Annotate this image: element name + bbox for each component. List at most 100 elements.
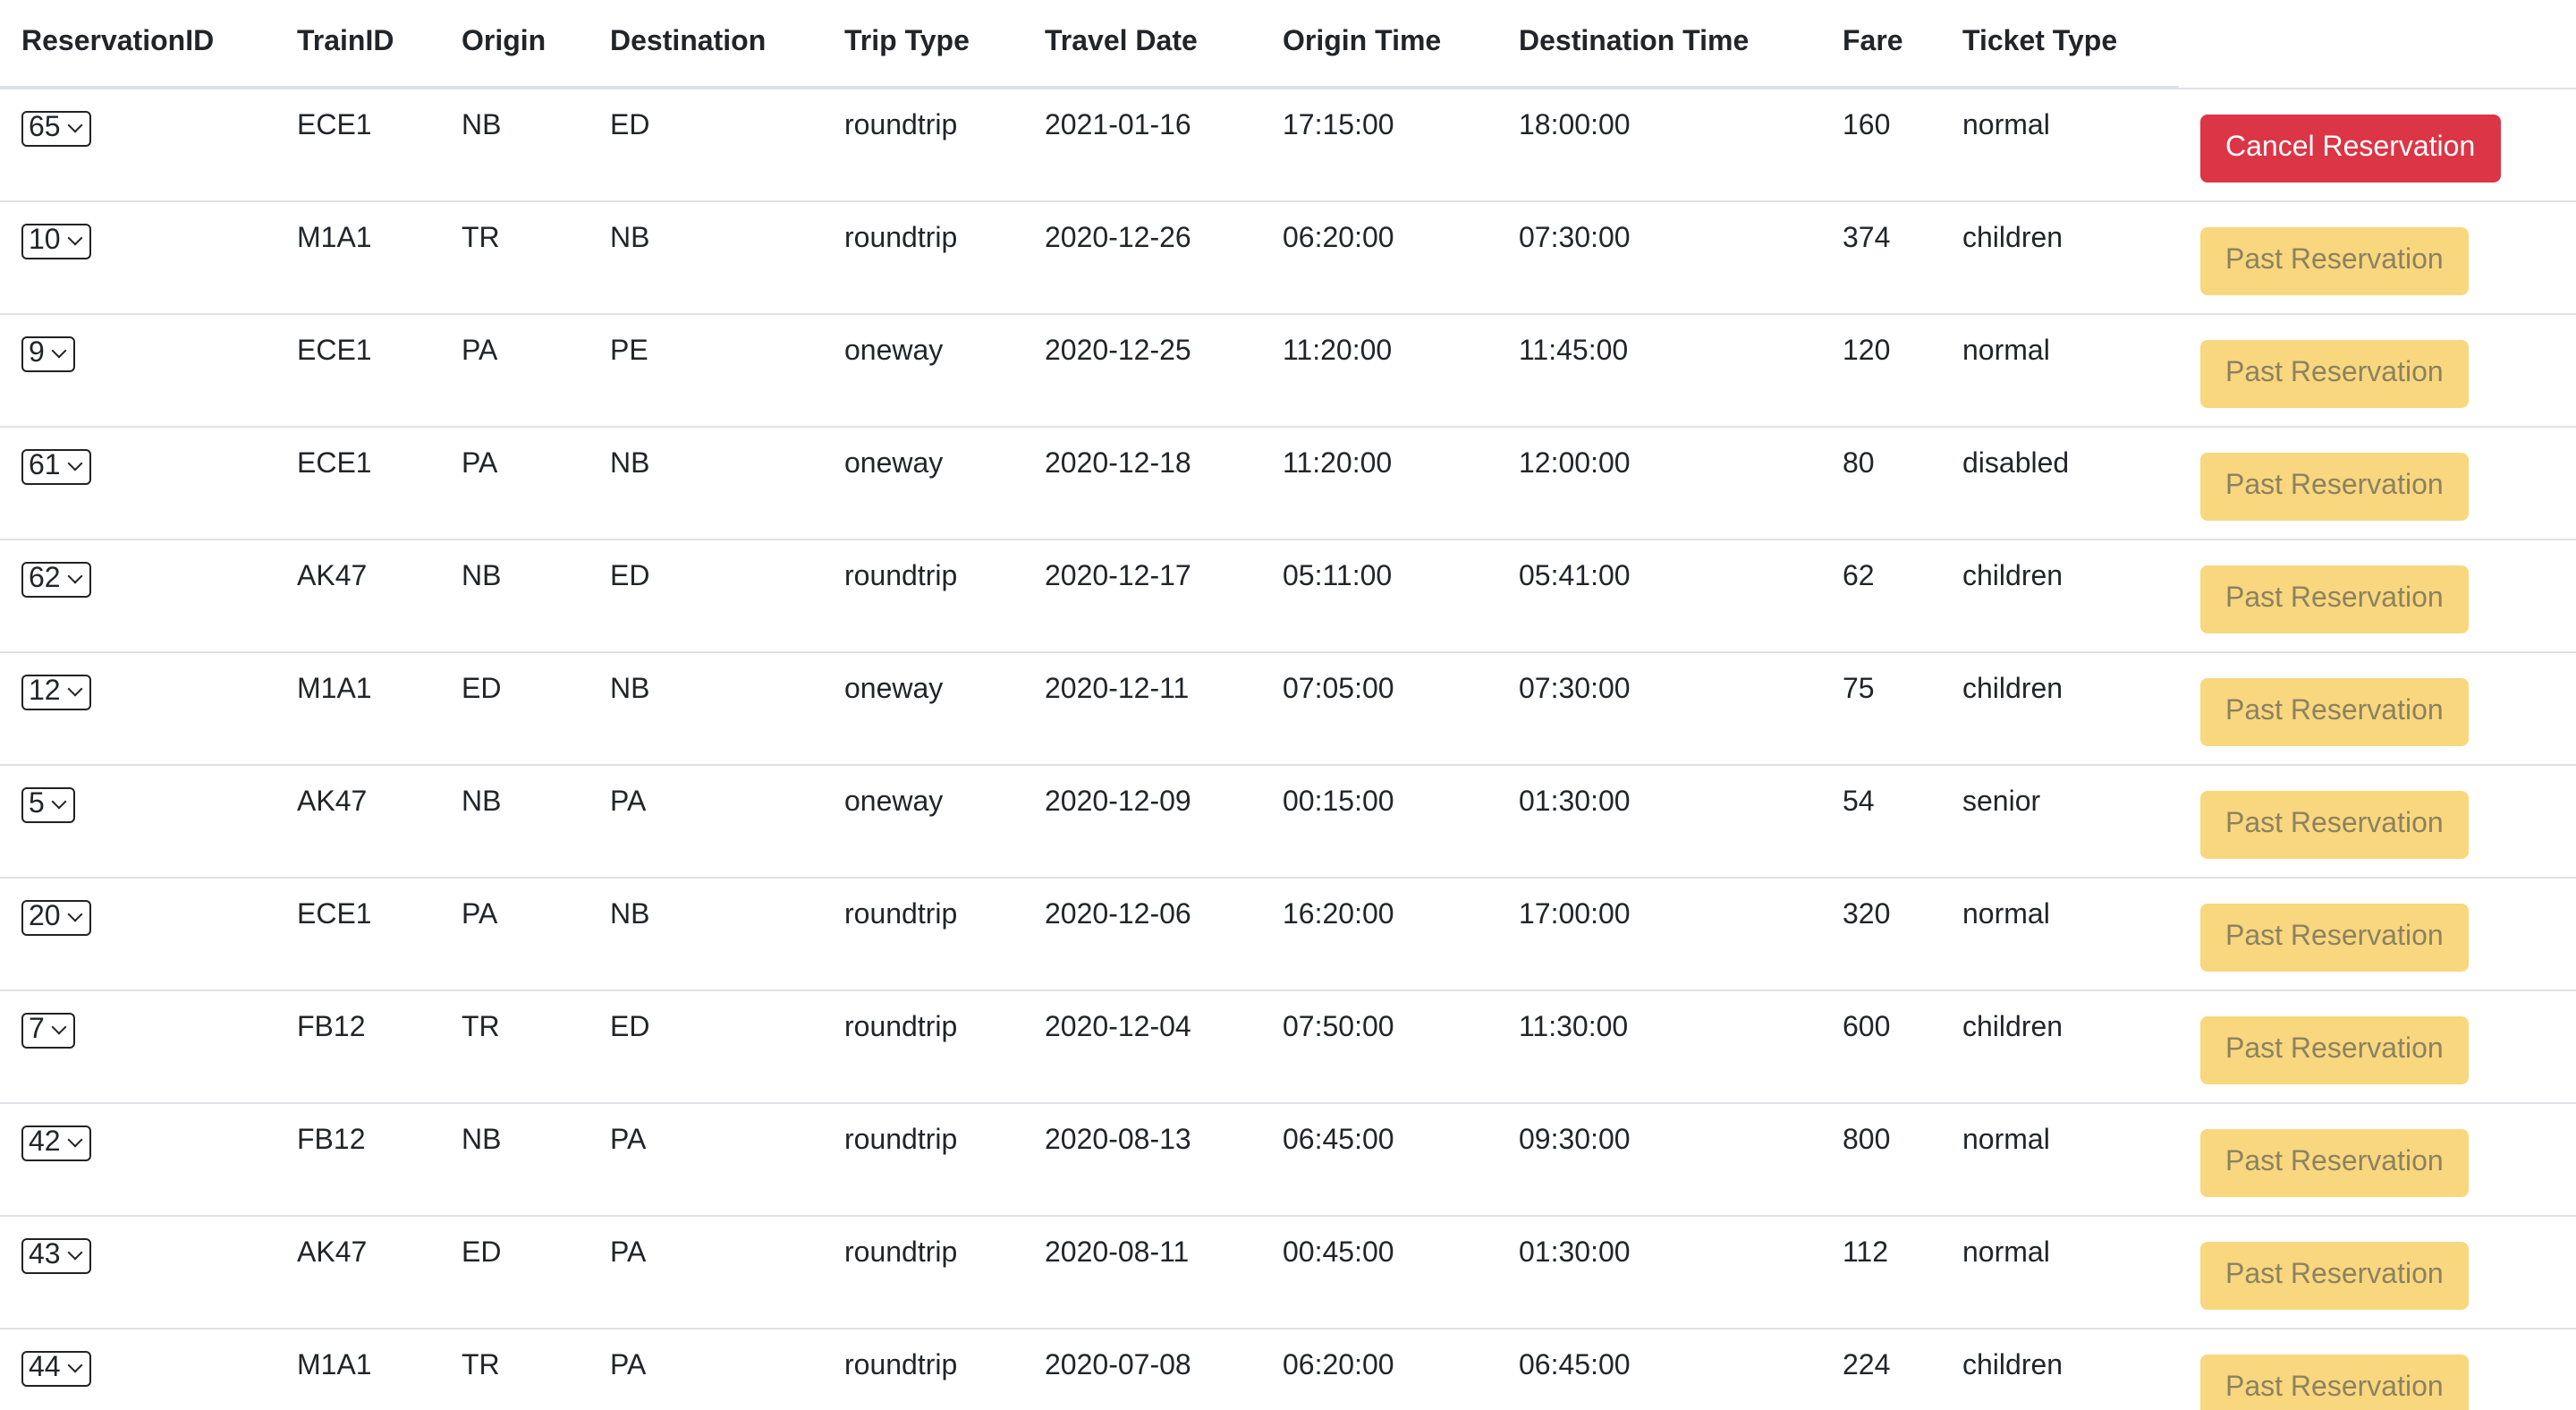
column-header-destination-time: Destination Time xyxy=(1497,0,1821,89)
cell-destination-time: 07:30:00 xyxy=(1497,651,1821,765)
cell-destination: PA xyxy=(589,764,823,878)
reservation-id-select[interactable]: 10 xyxy=(21,223,91,259)
cell-action: Past Reservation xyxy=(2179,539,2576,652)
cell-destination: NB xyxy=(589,426,823,539)
cell-origin-time: 16:20:00 xyxy=(1261,877,1497,990)
reservation-id-select[interactable]: 44 xyxy=(21,1350,91,1386)
cell-trip-type: roundtrip xyxy=(823,1328,1023,1410)
cell-destination: NB xyxy=(589,651,823,765)
cell-destination-time: 11:30:00 xyxy=(1497,990,1821,1103)
cell-origin: NB xyxy=(440,1102,589,1216)
cell-destination-time: 01:30:00 xyxy=(1497,1215,1821,1329)
cell-origin: NB xyxy=(440,539,589,652)
cell-origin: ED xyxy=(440,651,589,765)
past-reservation-button[interactable]: Past Reservation xyxy=(2200,452,2469,520)
cell-ticket-type: children xyxy=(1941,539,2179,652)
cell-train-id: AK47 xyxy=(275,764,440,878)
past-reservation-button[interactable]: Past Reservation xyxy=(2200,565,2469,633)
cell-trip-type: roundtrip xyxy=(823,88,1023,201)
cancel-reservation-button[interactable]: Cancel Reservation xyxy=(2200,114,2501,182)
cell-destination: NB xyxy=(589,877,823,990)
reservation-id-select[interactable]: 5 xyxy=(21,786,75,822)
reservation-id-select[interactable]: 61 xyxy=(21,448,91,484)
cell-reservation-id: 7 xyxy=(0,990,275,1103)
cell-reservation-id: 5 xyxy=(0,764,275,878)
reservation-id-select[interactable]: 43 xyxy=(21,1237,91,1273)
cell-origin-time: 17:15:00 xyxy=(1261,88,1497,201)
reservation-id-select[interactable]: 12 xyxy=(21,674,91,709)
past-reservation-button[interactable]: Past Reservation xyxy=(2200,1241,2469,1309)
cell-ticket-type: normal xyxy=(1941,1102,2179,1216)
cell-reservation-id: 12 xyxy=(0,651,275,765)
cell-destination-time: 07:30:00 xyxy=(1497,200,1821,314)
past-reservation-button[interactable]: Past Reservation xyxy=(2200,903,2469,971)
cell-origin-time: 00:15:00 xyxy=(1261,764,1497,878)
cell-origin: NB xyxy=(440,764,589,878)
past-reservation-button[interactable]: Past Reservation xyxy=(2200,226,2469,294)
chevron-down-icon xyxy=(67,567,83,583)
chevron-down-icon xyxy=(51,1018,67,1034)
cell-fare: 600 xyxy=(1821,990,1941,1103)
cell-travel-date: 2021-01-16 xyxy=(1023,88,1261,201)
cell-ticket-type: normal xyxy=(1941,88,2179,201)
cell-destination: PA xyxy=(589,1215,823,1329)
cell-reservation-id: 42 xyxy=(0,1102,275,1216)
cell-train-id: M1A1 xyxy=(275,651,440,765)
table-row: 61 ECE1 PA NB oneway 2020-12-18 11:20:00 12:00:… xyxy=(0,426,2576,539)
reservation-id-value: 61 xyxy=(29,450,61,480)
reservation-id-select[interactable]: 9 xyxy=(21,336,75,371)
reservation-id-select[interactable]: 7 xyxy=(21,1012,75,1048)
cell-fare: 120 xyxy=(1821,313,1941,427)
cell-action: Past Reservation xyxy=(2179,1102,2576,1216)
column-header-reservation-id: ReservationID xyxy=(0,0,275,89)
cell-origin: PA xyxy=(440,313,589,427)
column-header-origin-time: Origin Time xyxy=(1261,0,1497,89)
past-reservation-button[interactable]: Past Reservation xyxy=(2200,1354,2469,1410)
cell-ticket-type: children xyxy=(1941,1328,2179,1410)
column-header-travel-date: Travel Date xyxy=(1023,0,1261,89)
chevron-down-icon xyxy=(67,229,83,245)
cell-destination-time: 18:00:00 xyxy=(1497,88,1821,201)
cell-train-id: M1A1 xyxy=(275,200,440,314)
cell-destination-time: 01:30:00 xyxy=(1497,764,1821,878)
cell-action: Past Reservation xyxy=(2179,651,2576,765)
cell-destination: PE xyxy=(589,313,823,427)
table-row: 9 ECE1 PA PE oneway 2020-12-25 11:20:00 11:45:0… xyxy=(0,313,2576,427)
past-reservation-button[interactable]: Past Reservation xyxy=(2200,677,2469,745)
cell-origin: PA xyxy=(440,426,589,539)
reservation-id-select[interactable]: 65 xyxy=(21,111,91,147)
reservation-id-value: 5 xyxy=(29,788,45,819)
cell-train-id: ECE1 xyxy=(275,426,440,539)
cell-fare: 62 xyxy=(1821,539,1941,652)
cell-action: Past Reservation xyxy=(2179,990,2576,1103)
cell-ticket-type: children xyxy=(1941,990,2179,1103)
past-reservation-button[interactable]: Past Reservation xyxy=(2200,339,2469,407)
cell-train-id: M1A1 xyxy=(275,1328,440,1410)
cell-train-id: AK47 xyxy=(275,1215,440,1329)
cell-ticket-type: normal xyxy=(1941,1215,2179,1329)
reservation-id-select[interactable]: 62 xyxy=(21,561,91,597)
cell-destination-time: 05:41:00 xyxy=(1497,539,1821,652)
past-reservation-button[interactable]: Past Reservation xyxy=(2200,1015,2469,1083)
cell-ticket-type: senior xyxy=(1941,764,2179,878)
cell-travel-date: 2020-12-18 xyxy=(1023,426,1261,539)
column-header-origin: Origin xyxy=(440,0,589,89)
cell-origin-time: 07:50:00 xyxy=(1261,990,1497,1103)
cell-fare: 112 xyxy=(1821,1215,1941,1329)
cell-trip-type: roundtrip xyxy=(823,1102,1023,1216)
reservation-id-select[interactable]: 42 xyxy=(21,1125,91,1160)
past-reservation-button[interactable]: Past Reservation xyxy=(2200,1128,2469,1196)
cell-ticket-type: disabled xyxy=(1941,426,2179,539)
cell-travel-date: 2020-07-08 xyxy=(1023,1328,1261,1410)
reservation-id-select[interactable]: 20 xyxy=(21,899,91,935)
cell-train-id: FB12 xyxy=(275,1102,440,1216)
column-header-action xyxy=(2179,0,2576,89)
reservation-id-value: 65 xyxy=(29,113,61,143)
table-row: 7 FB12 TR ED roundtrip 2020-12-04 07:50:00 11:3… xyxy=(0,990,2576,1103)
cell-trip-type: roundtrip xyxy=(823,200,1023,314)
past-reservation-button[interactable]: Past Reservation xyxy=(2200,790,2469,858)
cell-trip-type: oneway xyxy=(823,426,1023,539)
table-row: 62 AK47 NB ED roundtrip 2020-12-17 05:11:00 05:… xyxy=(0,539,2576,652)
cell-train-id: ECE1 xyxy=(275,313,440,427)
